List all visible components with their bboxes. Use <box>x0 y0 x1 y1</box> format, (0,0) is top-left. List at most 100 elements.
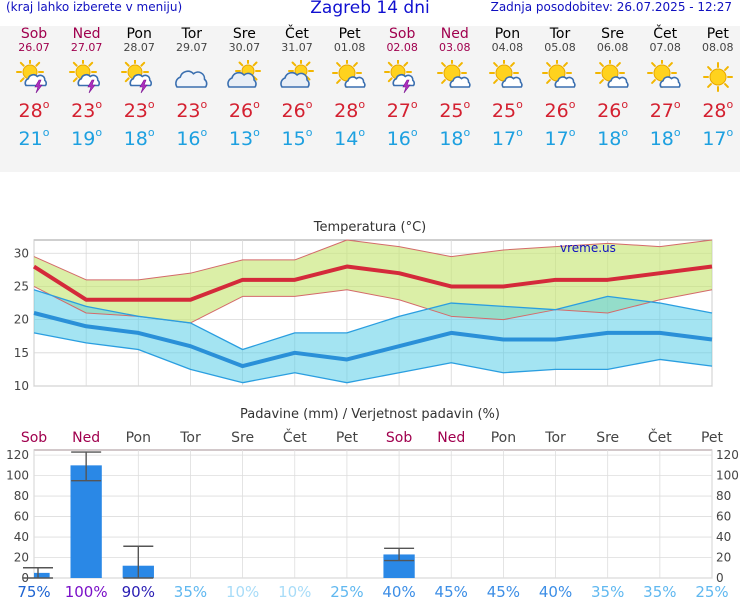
day-name: Sre <box>232 26 256 42</box>
sun-small-cloud-icon <box>429 58 481 94</box>
day-name: Ned <box>440 26 469 42</box>
day-label: Pon <box>491 430 516 446</box>
max-temperature: 28o <box>18 98 50 122</box>
y-tick-label-right: 20 <box>716 551 731 565</box>
max-temp-range-band <box>34 240 712 323</box>
day-column: Čet 07.08 27o 18o <box>639 26 691 150</box>
max-temperature-value: 26 <box>281 100 306 122</box>
sun-small-cloud-icon <box>639 58 691 94</box>
day-label: Sre <box>231 430 254 446</box>
max-temp-upper-line <box>33 239 713 281</box>
day-date: 30.07 <box>228 41 261 54</box>
max-temperature: 26o <box>544 98 576 122</box>
min-temperature-value: 18 <box>123 128 148 150</box>
sun-cloud-thunder-icon <box>8 58 60 94</box>
top-bar: (kraj lahko izberete v meniju) Zagreb 14… <box>0 0 740 22</box>
day-label: Pet <box>701 430 724 446</box>
plot-area <box>33 449 713 579</box>
precipitation-probability: 90% <box>122 583 155 600</box>
day-date: 26.07 <box>18 41 50 54</box>
min-temperature-value: 16 <box>176 128 201 150</box>
max-temperature-value: 25 <box>491 100 517 122</box>
max-temperature: 28o <box>334 98 366 122</box>
sun-cloud-thunder-icon <box>376 58 428 94</box>
max-temperature-value: 23 <box>123 100 148 122</box>
day-column: Pon 28.07 23o 18o <box>113 26 165 150</box>
day-label: Sob <box>386 430 412 446</box>
day-date: 28.07 <box>123 41 155 54</box>
max-temperature: 23o <box>71 98 103 122</box>
y-tick-label-left: 20 <box>14 551 29 565</box>
sun-cloud-thunder-icon <box>61 58 113 94</box>
min-temperature: 17o <box>702 126 734 150</box>
min-temp-upper-line <box>33 289 713 351</box>
day-date: 04.08 <box>491 41 524 54</box>
day-column: Ned 27.07 23o 19o <box>61 26 113 150</box>
y-tick-label: 25 <box>14 279 29 293</box>
max-temperature-value: 28 <box>334 100 359 122</box>
max-temperature: 26o <box>597 98 629 122</box>
sun-small-cloud-icon <box>587 58 639 94</box>
day-label: Tor <box>179 430 201 446</box>
day-column: Ned 03.08 25o 18o <box>429 26 481 150</box>
sun-small-cloud-icon <box>324 58 376 94</box>
precipitation-error-bar <box>23 567 53 579</box>
day-name: Pet <box>338 26 361 42</box>
day-name: Sob <box>20 26 48 42</box>
min-temperature: 17o <box>544 126 576 150</box>
min-temperature: 18o <box>439 126 471 150</box>
min-temperature-value: 13 <box>228 128 254 150</box>
sun-small-cloud-icon <box>481 58 533 94</box>
day-date: 07.08 <box>649 41 681 54</box>
min-temperature-value: 18 <box>597 128 622 150</box>
day-name: Tor <box>549 26 571 42</box>
day-name: Čet <box>653 26 678 42</box>
day-label: Čet <box>283 428 307 446</box>
max-temperature-value: 26 <box>597 100 622 122</box>
day-name: Pet <box>706 26 729 42</box>
day-date: 08.08 <box>702 41 734 54</box>
day-column: Tor 05.08 26o 17o <box>534 26 586 150</box>
max-temperature: 25o <box>491 98 523 122</box>
day-name: Sob <box>389 26 416 42</box>
min-temp-range-band <box>34 289 712 383</box>
max-temperature-value: 27 <box>649 100 674 122</box>
min-temp-lower-line <box>33 332 713 384</box>
last-updated: Zadnja posodobitev: 26.07.2025 - 12:27 <box>490 0 732 14</box>
min-temperature: 16o <box>176 126 208 150</box>
max-temperature: 28o <box>702 98 734 122</box>
day-date: 05.08 <box>544 41 576 54</box>
max-temperature: 23o <box>123 98 155 122</box>
max-temperature: 25o <box>439 98 471 122</box>
day-column: Sre 30.07 26o 13o <box>218 26 270 150</box>
y-tick-label-left: 100 <box>6 469 29 483</box>
min-temperature: 21o <box>18 126 50 150</box>
day-column: Pet 01.08 28o 14o <box>324 26 376 150</box>
max-temperature-value: 26 <box>228 100 254 122</box>
location-menu-hint[interactable]: (kraj lahko izberete v meniju) <box>6 0 183 14</box>
precipitation-bar <box>70 465 102 578</box>
precipitation-probability: 45% <box>487 583 520 600</box>
max-temperature: 27o <box>386 98 418 122</box>
y-tick-label-left: 60 <box>14 510 29 524</box>
y-tick-label-left: 80 <box>14 489 29 503</box>
y-tick-label-right: 60 <box>716 510 731 524</box>
y-tick-label-left: 120 <box>6 448 29 462</box>
min-temperature-value: 18 <box>439 128 464 150</box>
precipitation-probability: 75% <box>17 583 50 600</box>
day-label: Sre <box>596 430 619 446</box>
y-tick-label-right: 0 <box>716 571 724 585</box>
sun-icon <box>692 60 740 94</box>
max-temperature: 27o <box>649 98 681 122</box>
day-name: Čet <box>285 26 309 42</box>
day-name: Pon <box>126 26 152 42</box>
temperature-chart-title: Temperatura (°C) <box>313 220 427 235</box>
max-temp-series-line <box>32 264 713 302</box>
y-tick-label-right: 100 <box>716 469 739 483</box>
day-name: Sre <box>601 26 625 42</box>
precipitation-probability: 35% <box>591 583 624 600</box>
precipitation-probability: 10% <box>278 583 311 600</box>
cloud-icon <box>166 60 218 94</box>
precipitation-probability: 35% <box>174 583 207 600</box>
day-label: Ned <box>72 430 100 446</box>
